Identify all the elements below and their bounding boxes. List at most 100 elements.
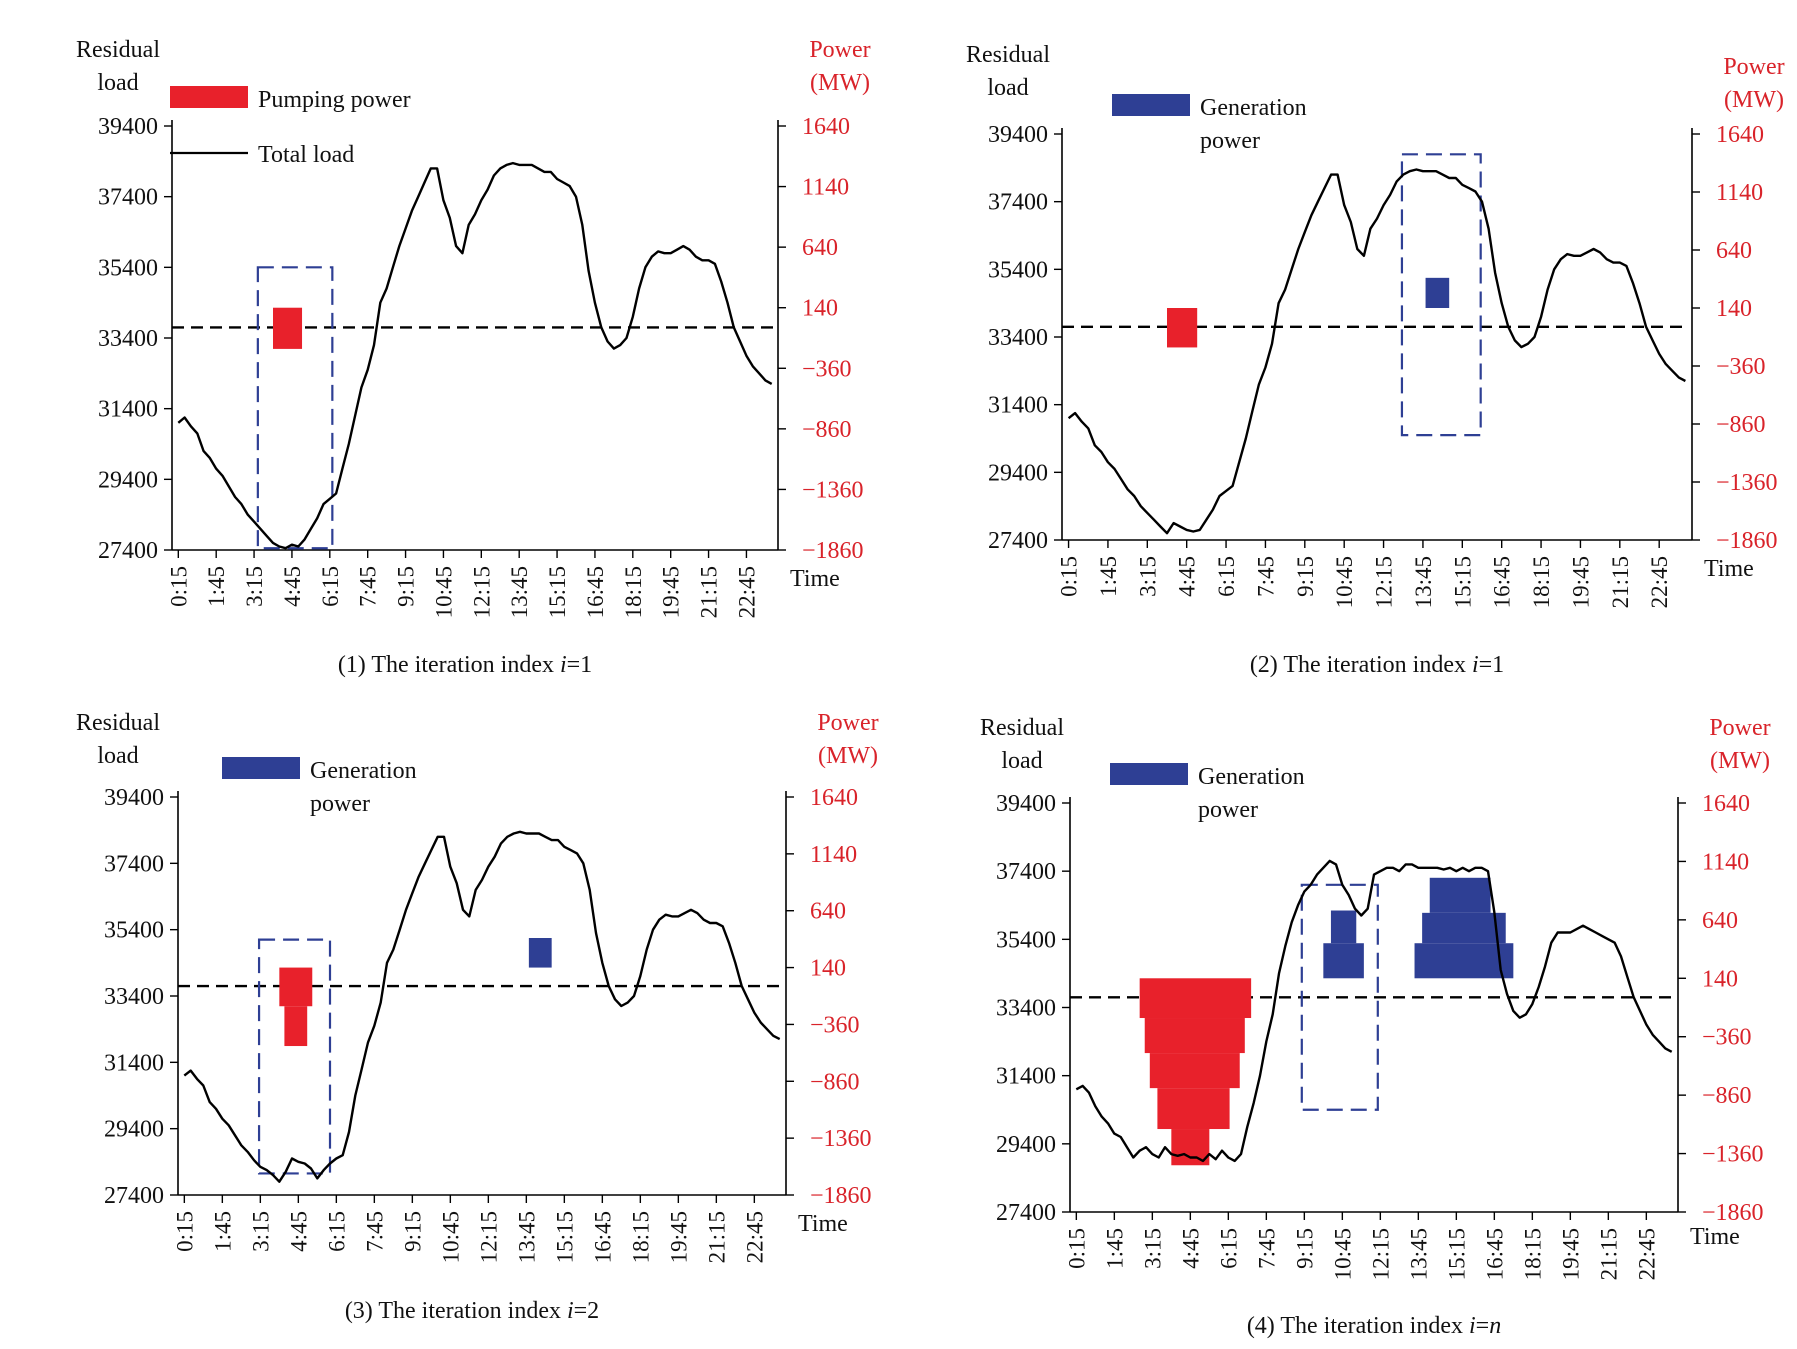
panel-caption: (3) The iteration index i=2 (345, 1298, 599, 1324)
legend-label: power (310, 791, 370, 817)
left-axis-label: load (1001, 748, 1042, 774)
x-tick-label: 6:15 (1214, 556, 1239, 597)
x-tick-label: 1:45 (1096, 556, 1121, 597)
x-tick-label: 9:15 (400, 1211, 425, 1252)
right-tick-label: −1860 (802, 538, 864, 564)
x-tick-label: 12:15 (476, 1211, 501, 1263)
generation-power-bar (1425, 277, 1450, 308)
total-load-line (183, 830, 781, 1183)
left-tick-label: 27400 (104, 1183, 164, 1209)
x-tick-label: 4:45 (286, 1211, 311, 1252)
pumping-power-bar (1149, 1053, 1240, 1089)
x-tick-label: 12:15 (469, 566, 494, 618)
x-tick-label: 16:45 (1490, 556, 1515, 608)
left-tick-label: 29400 (98, 467, 158, 493)
right-tick-label: 640 (1702, 908, 1738, 934)
x-tick-label: 0:15 (1064, 1228, 1089, 1269)
x-tick-label: 21:15 (697, 566, 722, 618)
panel-caption: (2) The iteration index i=1 (1250, 652, 1504, 678)
right-axis-label: Power (817, 710, 878, 736)
legend-label: power (1198, 797, 1258, 823)
x-tick-label: 0:15 (172, 1211, 197, 1252)
left-axis-label: Residual (966, 42, 1050, 68)
chart-panel-4: 39400 37400 35400 33400 31400 29400 27400 1640 1… (980, 715, 1771, 1339)
x-tick-label: 3:15 (1140, 1228, 1165, 1269)
left-tick-label: 31400 (996, 1064, 1056, 1090)
total-load-line (1075, 859, 1673, 1163)
x-tick-label: 18:15 (628, 1211, 653, 1263)
x-tick-label: 3:15 (1135, 556, 1160, 597)
left-tick-label: 27400 (996, 1200, 1056, 1226)
x-tick-label: 7:45 (362, 1211, 387, 1252)
legend-label: Total load (258, 142, 354, 168)
right-axis-label: Power (1709, 715, 1770, 741)
left-tick-label: 27400 (988, 528, 1048, 554)
x-tick-label: 15:15 (1450, 556, 1475, 608)
left-axis-label: Residual (980, 715, 1064, 741)
legend-swatch (1112, 94, 1190, 116)
left-tick-label: 35400 (996, 927, 1056, 953)
total-load-line (177, 161, 773, 550)
generation-power-bar (1414, 943, 1514, 979)
x-tick-label: 16:45 (583, 566, 608, 618)
right-tick-label: 1140 (1702, 849, 1749, 875)
right-tick-label: −860 (1702, 1083, 1752, 1109)
right-tick-label: 140 (1716, 296, 1752, 322)
legend-label: power (1200, 128, 1260, 154)
left-tick-label: 29400 (996, 1132, 1056, 1158)
left-tick-label: 31400 (988, 393, 1048, 419)
pumping-power-bar (273, 307, 303, 349)
left-tick-label: 35400 (104, 918, 164, 944)
right-tick-label: 640 (810, 899, 846, 925)
x-tick-label: 4:45 (1175, 556, 1200, 597)
legend-swatch (170, 86, 248, 108)
x-tick-label: 0:15 (166, 566, 191, 607)
right-tick-label: −360 (810, 1012, 860, 1038)
x-tick-label: 22:45 (1647, 556, 1672, 608)
right-tick-label: −360 (802, 356, 852, 382)
legend-label: Generation (1198, 764, 1305, 790)
generation-power-bar (1422, 912, 1506, 944)
x-tick-label: 10:45 (1332, 556, 1357, 608)
left-tick-label: 39400 (98, 114, 158, 140)
pumping-power-bar (1139, 978, 1252, 1019)
generation-power-bar (1330, 910, 1357, 944)
legend-label: Pumping power (258, 87, 411, 113)
right-tick-label: 140 (810, 956, 846, 982)
legend-label: Generation (310, 758, 417, 784)
x-tick-label: 13:45 (1411, 556, 1436, 608)
x-tick-label: 19:45 (666, 1211, 691, 1263)
highlight-box (1400, 153, 1482, 437)
x-tick-label: 6:15 (318, 566, 343, 607)
left-tick-label: 31400 (104, 1050, 164, 1076)
left-tick-label: 35400 (98, 255, 158, 281)
x-tick-label: 10:45 (431, 566, 456, 618)
x-tick-label: 18:15 (1520, 1228, 1545, 1280)
x-tick-label: 7:45 (1254, 1228, 1279, 1269)
right-tick-label: 1140 (810, 842, 857, 868)
right-axis-label: (MW) (810, 70, 870, 96)
generation-power-bar (1323, 943, 1364, 979)
x-tick-label: 10:45 (438, 1211, 463, 1263)
right-tick-label: 640 (802, 235, 838, 261)
x-tick-label: 22:45 (742, 1211, 767, 1263)
left-axis-label: Residual (76, 710, 160, 736)
left-tick-label: 29400 (988, 460, 1048, 486)
highlight-box (256, 266, 334, 550)
x-tick-label: 9:15 (1292, 1228, 1317, 1269)
generation-power-bar (1429, 877, 1491, 913)
x-tick-label: 15:15 (1444, 1228, 1469, 1280)
x-tick-label: 15:15 (552, 1211, 577, 1263)
x-tick-label: 3:15 (242, 566, 267, 607)
x-tick-label: 18:15 (1529, 556, 1554, 608)
left-tick-label: 33400 (988, 325, 1048, 351)
x-tick-label: 9:15 (394, 566, 419, 607)
right-tick-label: 1640 (810, 785, 858, 811)
left-axis-label: load (987, 75, 1028, 101)
right-axis-label: (MW) (818, 743, 878, 769)
x-tick-label: 12:15 (1372, 556, 1397, 608)
x-tick-label: 13:45 (514, 1211, 539, 1263)
right-tick-label: −860 (810, 1069, 860, 1095)
x-tick-label: 10:45 (1330, 1228, 1355, 1280)
